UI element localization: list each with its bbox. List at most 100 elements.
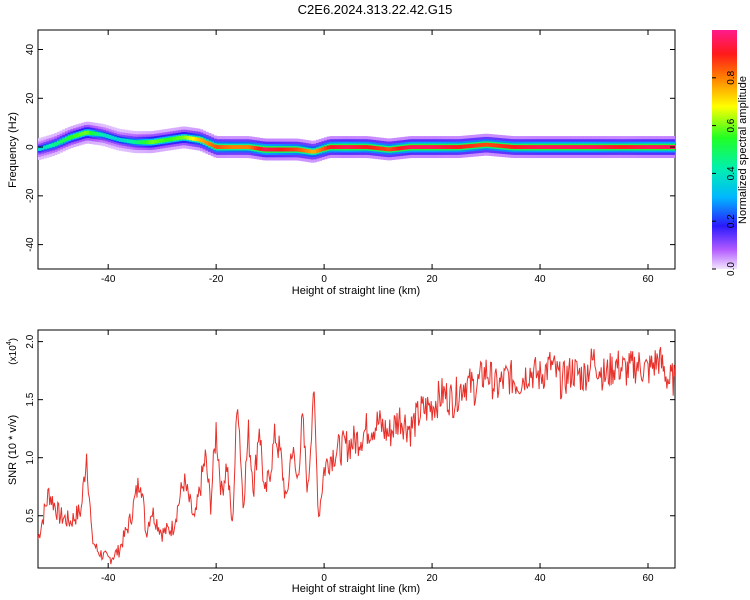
spectrogram-cell: [102, 133, 107, 138]
spectrogram-cell: [270, 147, 274, 152]
spectrogram-cell: [329, 145, 333, 150]
spectrogram-cell: [299, 148, 304, 153]
top-y-tick-label: 0: [25, 144, 36, 150]
spectrogram-cell: [216, 145, 220, 150]
spectrogram-cell: [369, 145, 374, 150]
spectrogram-cell: [359, 145, 363, 150]
spectrogram-cell: [588, 145, 592, 150]
spectrogram-cell: [108, 134, 112, 139]
spectrogram-cell: [499, 144, 503, 148]
spectrogram-cell: [262, 147, 266, 152]
spectrogram-cell: [318, 147, 323, 152]
snr-scale-close: ): [8, 338, 19, 341]
spectrogram-cell: [618, 145, 622, 150]
spectrogram-cell: [399, 146, 403, 151]
spectrogram-cell: [51, 143, 55, 147]
spectrogram-cell: [483, 142, 487, 147]
spectrogram-cell: [280, 147, 285, 152]
spectrogram-cell: [197, 137, 201, 142]
spectrogram-cell: [631, 145, 636, 150]
spectrogram-cell: [310, 149, 314, 154]
spectrogram-cell: [283, 147, 287, 152]
spectrogram-cell: [375, 146, 379, 151]
spectrogram-cell: [294, 147, 298, 152]
spectrogram-marks: [38, 121, 675, 163]
colorbar-tick-label: 0.6: [726, 118, 737, 132]
spectrogram-cell: [502, 144, 506, 149]
spectrogram-cell: [472, 143, 476, 148]
spectrogram-cell: [540, 145, 544, 150]
spectrogram-cell: [415, 145, 420, 150]
spectrogram-cell: [556, 145, 560, 150]
spectrogram-cell: [129, 139, 134, 144]
spectrogram-cell: [324, 146, 328, 151]
top-x-tick-label: 60: [642, 274, 654, 285]
spectrogram-cell: [137, 140, 142, 145]
spectrogram-cell: [73, 134, 77, 139]
spectrogram-cell: [658, 145, 663, 150]
spectrogram-cell: [229, 145, 233, 150]
spectrogram-cell: [121, 138, 125, 143]
spectrogram-cell: [124, 138, 128, 143]
top-x-tick-label: -20: [209, 274, 224, 285]
spectrogram-cell: [167, 137, 171, 142]
spectrogram-cell: [208, 142, 212, 146]
spectrogram-cell: [572, 145, 576, 150]
spectrogram-cell: [181, 135, 185, 140]
spectrogram-cell: [459, 144, 463, 149]
spectrogram-cell: [577, 145, 582, 150]
colorbar-tick-label: 0.2: [726, 214, 737, 228]
snr-panel: -40 -20 0 20 40 60 0.5 1.0 1.5 2.0 Height of stra…: [6, 329, 676, 595]
top-x-tick-label: -40: [101, 274, 116, 285]
spectrogram-cell: [305, 148, 309, 153]
spectrogram-cell: [78, 132, 82, 137]
spectrogram-cell: [612, 145, 617, 150]
colorbar-tick-label: 0.8: [726, 70, 737, 84]
spectrogram-cell: [407, 145, 412, 150]
spectrogram-cell: [448, 145, 452, 150]
spectrogram-cell: [645, 145, 649, 150]
spectrogram-cell: [410, 145, 414, 150]
spectrogram-cell: [599, 145, 603, 150]
spectrogram-cell: [334, 145, 339, 150]
spectrogram-cell: [105, 134, 109, 139]
spectrogram-cell: [507, 144, 511, 149]
spectrogram-cell: [264, 147, 269, 152]
spectrogram-cell: [561, 145, 565, 150]
spectrogram-cell: [518, 145, 522, 150]
spectrogram-cell: [340, 145, 344, 150]
spectrogram-cell: [302, 148, 306, 153]
spectrogram-cell: [172, 136, 177, 141]
bottom-x-tick-label: -20: [209, 573, 224, 584]
spectrogram-cell: [110, 135, 115, 140]
spectrogram-cell: [575, 145, 579, 150]
top-x-tick-label: 20: [427, 274, 439, 285]
spectrogram-cell: [243, 145, 247, 150]
spectrogram-cell: [275, 147, 279, 152]
spectrogram-cell: [402, 145, 406, 150]
spectrogram-cell: [343, 145, 347, 150]
spectrogram-cell: [248, 145, 252, 150]
spectrogram-cell: [253, 146, 258, 151]
spectrogram-cell: [135, 140, 139, 145]
snr-scale-exponent: 4: [6, 341, 13, 345]
spectrogram-cell: [442, 145, 447, 150]
spectrogram-cell: [542, 145, 547, 150]
bottom-x-tick-label: -40: [101, 573, 116, 584]
spectrogram-cell: [337, 145, 341, 150]
spectrogram-cell: [602, 145, 606, 150]
spectrogram-cell: [548, 145, 552, 150]
spectrogram-cell: [156, 139, 161, 144]
spectrogram-cell: [496, 143, 501, 148]
spectrogram-cell: [81, 131, 85, 136]
spectrogram-cell: [405, 145, 409, 150]
spectrogram-cell: [634, 145, 638, 150]
spectrogram-cell: [232, 145, 236, 150]
spectrogram-cell: [537, 145, 541, 150]
spectrogram-cell: [526, 145, 530, 150]
top-y-tick-label: -40: [25, 237, 36, 252]
spectrogram-cell: [467, 144, 471, 149]
colorbar-gradient: [712, 30, 737, 269]
spectrogram-cell: [235, 145, 239, 150]
spectrogram-cell: [529, 145, 533, 150]
